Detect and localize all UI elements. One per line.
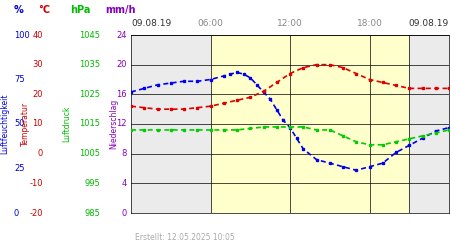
Text: -20: -20: [30, 208, 43, 218]
Text: Niederschlag: Niederschlag: [109, 99, 118, 149]
Text: 4: 4: [122, 179, 127, 188]
Text: 100: 100: [14, 30, 30, 40]
Text: mm/h: mm/h: [105, 5, 135, 15]
Text: hPa: hPa: [70, 5, 90, 15]
Text: Temperatur: Temperatur: [21, 102, 30, 146]
Text: 20: 20: [117, 60, 127, 69]
Text: 0: 0: [14, 208, 19, 218]
Text: 18:00: 18:00: [356, 20, 382, 28]
Text: -10: -10: [30, 179, 43, 188]
Text: 09.08.19: 09.08.19: [409, 20, 449, 28]
Text: Erstellt: 12.05.2025 10:05: Erstellt: 12.05.2025 10:05: [135, 234, 235, 242]
Text: 1015: 1015: [79, 120, 100, 128]
Text: 1035: 1035: [79, 60, 100, 69]
Bar: [211, 35, 409, 213]
Text: Luftdruck: Luftdruck: [63, 106, 72, 142]
Text: °C: °C: [38, 5, 50, 15]
Text: Luftfeuchtigkeit: Luftfeuchtigkeit: [0, 94, 9, 154]
Text: 30: 30: [32, 60, 43, 69]
Text: 10: 10: [32, 120, 43, 128]
Text: 1025: 1025: [79, 90, 100, 99]
Text: 1045: 1045: [79, 30, 100, 40]
Text: 50: 50: [14, 120, 24, 128]
Text: 20: 20: [32, 90, 43, 99]
Text: 40: 40: [32, 30, 43, 40]
Text: 985: 985: [84, 208, 100, 218]
Text: 1005: 1005: [79, 149, 100, 158]
Text: 0: 0: [122, 208, 127, 218]
Text: 12:00: 12:00: [277, 20, 303, 28]
Text: 995: 995: [84, 179, 100, 188]
Text: 75: 75: [14, 75, 25, 84]
Text: 0: 0: [38, 149, 43, 158]
Text: 8: 8: [122, 149, 127, 158]
Text: 12: 12: [117, 120, 127, 128]
Text: 06:00: 06:00: [198, 20, 224, 28]
Text: 09.08.19: 09.08.19: [131, 20, 171, 28]
Text: 24: 24: [117, 30, 127, 40]
Text: %: %: [14, 5, 24, 15]
Text: 25: 25: [14, 164, 24, 173]
Text: 16: 16: [117, 90, 127, 99]
